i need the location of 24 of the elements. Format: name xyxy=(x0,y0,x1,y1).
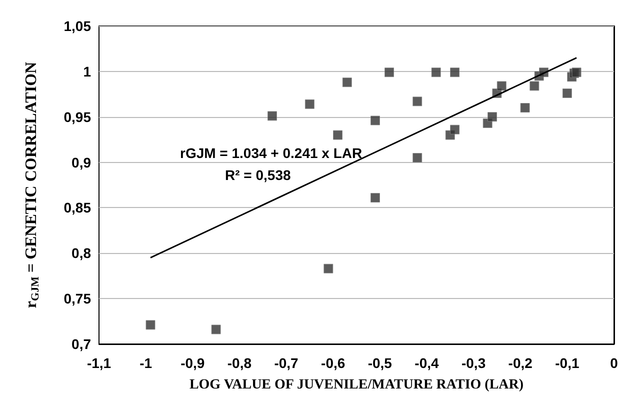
annotation: R² = 0,538 xyxy=(225,167,291,183)
x-tick-label: -0,3 xyxy=(461,355,486,371)
x-tick-label: -0,7 xyxy=(274,355,299,371)
annotation: rGJM = 1.034 + 0.241 x LAR xyxy=(180,145,362,161)
x-tick-label: -0,9 xyxy=(180,355,205,371)
y-axis-title: rGJM = GENETIC CORRELATION xyxy=(23,61,42,308)
x-tick-label: -1,1 xyxy=(86,355,112,371)
y-tick-label: 0,9 xyxy=(72,154,92,170)
y-tick-label: 1 xyxy=(83,63,92,80)
x-tick-label: -0,2 xyxy=(508,355,533,371)
y-tick-label: 0,8 xyxy=(72,245,92,262)
x-tick-label: -0,4 xyxy=(414,355,440,371)
x-tick-label: -0,1 xyxy=(555,355,580,371)
x-tick-label: -1 xyxy=(140,355,152,371)
x-tick-label: -0,6 xyxy=(321,355,346,371)
y-tick-label: 0,7 xyxy=(72,336,92,352)
y-tick-label: 0,95 xyxy=(64,108,92,125)
y-tick-label: 0,85 xyxy=(64,200,92,216)
y-tick-label: 0,75 xyxy=(64,290,92,307)
y-tick-label: 1,05 xyxy=(64,18,92,34)
x-tick-label: -0,5 xyxy=(368,355,392,371)
x-tick-label: 0 xyxy=(610,355,618,371)
x-axis-title: LOG VALUE OF JUVENILE/MATURE RATIO (LAR) xyxy=(189,378,524,392)
x-tick-label: -0,8 xyxy=(227,355,252,371)
